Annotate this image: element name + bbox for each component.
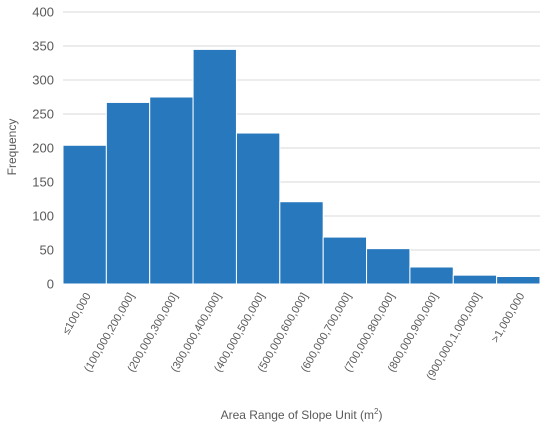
y-tick-label: 150 (32, 175, 54, 190)
y-axis-title: Frequency (5, 118, 19, 176)
bar-1 (105, 101, 151, 285)
y-tick-label: 50 (40, 243, 54, 258)
y-tick-label: 350 (32, 39, 54, 54)
x-axis-title: Area Range of Slope Unit (m2) (63, 403, 540, 422)
bar-4 (235, 132, 281, 285)
x-axis-title-close: ) (378, 408, 383, 422)
y-tick-labels: 0 50 100 150 200 250 300 350 400 (32, 5, 54, 292)
bar-3 (192, 48, 237, 285)
x-tick-label: ≤100,000 (60, 291, 93, 337)
x-tick-label: >1,000,000 (489, 291, 527, 345)
y-tick-label: 200 (32, 141, 54, 156)
y-tick-label: 100 (32, 209, 54, 224)
y-tick-label: 250 (32, 107, 54, 122)
bar-0 (62, 144, 107, 285)
bar-5 (279, 201, 324, 285)
bar-7 (366, 248, 411, 285)
x-axis-title-superscript: 2 (373, 407, 379, 416)
bar-2 (149, 96, 194, 285)
y-tick-label: 400 (32, 5, 54, 20)
bar-10 (496, 276, 541, 285)
x-tick-labels: ≤100,000(100,000,200,000](200,000,300,00… (60, 291, 527, 382)
bar-9 (452, 274, 498, 285)
x-axis-title-text: Area Range of Slope Unit (m (220, 408, 374, 422)
bar-6 (322, 236, 368, 285)
y-tick-label: 0 (47, 277, 54, 292)
bar-8 (409, 266, 454, 285)
y-tick-label: 300 (32, 73, 54, 88)
bars (62, 48, 541, 285)
